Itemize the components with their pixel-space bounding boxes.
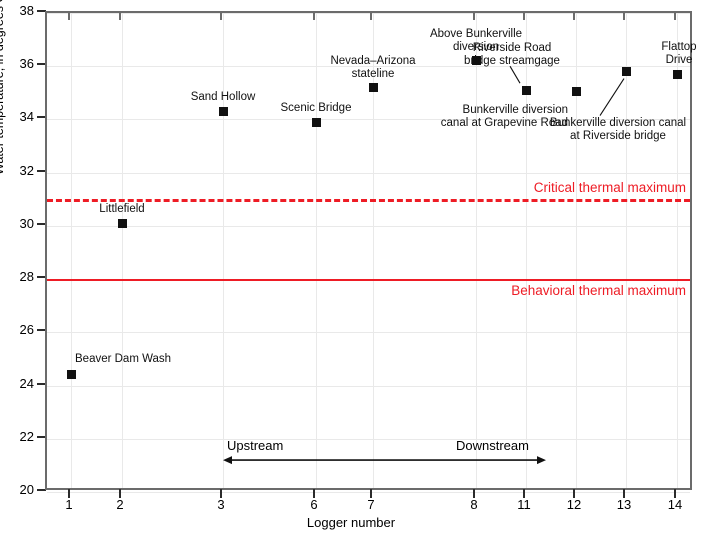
y-tick-label: 28	[19, 269, 34, 285]
x-tick-label: 11	[517, 497, 531, 512]
y-tick-mark	[37, 222, 46, 225]
reference-line-dashed	[47, 199, 690, 203]
y-tick-label: 20	[19, 482, 34, 497]
gridline-vertical	[71, 13, 72, 488]
x-tick-mark	[313, 489, 315, 498]
y-tick-mark	[37, 382, 46, 385]
x-tick-mark-top	[674, 11, 676, 20]
gridline-vertical	[626, 13, 627, 488]
reference-line-label: Critical thermal maximum	[533, 180, 686, 196]
y-tick-label: 34	[19, 109, 34, 125]
y-tick-mark	[37, 276, 46, 279]
data-point-marker	[368, 83, 378, 92]
data-point-label: Bunkerville diversion canal at Grapevine…	[440, 103, 568, 129]
data-point-label: Bunkerville diversion canal at Riverside…	[549, 116, 687, 142]
x-tick-mark	[523, 489, 525, 498]
x-tick-label: 2	[116, 497, 124, 512]
data-point-marker	[66, 370, 76, 380]
data-point-label: Sand Hollow	[190, 91, 256, 104]
data-point-label: Riverside Road bridge streamgage	[464, 42, 560, 68]
data-point-label: Above Bunkerville diversion	[429, 27, 523, 53]
reference-line-label: Behavioral thermal maximum	[511, 283, 686, 299]
y-tick-mark	[37, 63, 46, 66]
x-tick-label: 1	[65, 497, 73, 512]
gridline-vertical	[476, 13, 477, 488]
gridline-vertical	[576, 13, 577, 488]
x-tick-label: 6	[310, 497, 318, 512]
gridline-horizontal	[47, 119, 690, 121]
data-point-marker	[311, 117, 321, 127]
data-point-marker	[117, 218, 127, 228]
y-tick-mark	[37, 169, 46, 172]
gridline-horizontal	[47, 225, 690, 227]
y-tick-mark	[37, 489, 46, 491]
gridline-horizontal	[47, 492, 690, 493]
x-tick-mark	[573, 489, 575, 498]
x-tick-label: 14	[667, 497, 683, 512]
y-tick-mark	[37, 116, 46, 119]
plot-area: Critical thermal maximum Behavioral therm…	[45, 11, 697, 493]
x-tick-mark-top	[623, 11, 625, 20]
x-tick-label: 7	[367, 497, 375, 512]
x-tick-mark	[473, 489, 475, 498]
gridline-horizontal	[47, 172, 690, 174]
y-tick-label: 22	[19, 428, 34, 444]
data-point-marker	[521, 85, 531, 95]
gridline-horizontal	[47, 332, 690, 334]
data-point-label: Flattop Drive	[661, 41, 697, 67]
y-tick-mark	[37, 329, 46, 332]
y-tick-label: 36	[19, 56, 34, 72]
x-tick-label: 3	[217, 497, 225, 512]
x-axis-label: Logger number	[306, 515, 396, 530]
data-point-marker	[218, 106, 228, 116]
x-tick-mark	[220, 489, 222, 498]
data-point-label: Beaver Dam Wash	[75, 352, 172, 365]
gridline-vertical	[223, 13, 224, 488]
gridline-horizontal	[47, 13, 690, 14]
data-point-marker	[621, 67, 631, 77]
y-tick-label: 38	[19, 3, 34, 18]
x-tick-mark-top	[523, 11, 525, 20]
gridline-horizontal	[47, 66, 690, 68]
x-tick-mark-top	[119, 11, 121, 20]
x-tick-mark	[623, 489, 625, 498]
gridline-horizontal	[47, 385, 690, 387]
x-tick-label: 12	[566, 497, 582, 512]
x-tick-label: 13	[616, 497, 632, 512]
x-tick-mark	[68, 489, 70, 498]
gridline-vertical	[122, 13, 123, 488]
y-tick-mark	[37, 435, 46, 438]
data-point-label: Nevada–Arizona stateline	[330, 54, 416, 80]
x-tick-mark	[119, 489, 121, 498]
x-tick-mark-top	[370, 11, 372, 20]
data-point-marker	[471, 56, 481, 66]
data-point-label: Scenic Bridge	[280, 102, 352, 115]
x-tick-mark-top	[220, 11, 222, 20]
y-tick-label: 24	[19, 375, 34, 391]
y-tick-label: 30	[19, 215, 34, 231]
y-axis-label: Water temperature, in degrees Celsius	[0, 0, 6, 175]
gridline-vertical	[526, 13, 527, 488]
data-point-label: Littlefield	[99, 203, 145, 216]
gridline-vertical	[316, 13, 317, 488]
data-point-marker	[571, 87, 581, 96]
reference-line-solid	[47, 279, 690, 282]
y-tick-label: 32	[19, 162, 34, 178]
gridline-horizontal	[47, 438, 690, 440]
x-tick-mark-top	[473, 11, 475, 20]
y-tick-mark	[37, 10, 46, 12]
downstream-label: Downstream	[456, 438, 529, 454]
data-point-marker	[672, 69, 682, 79]
x-tick-mark	[370, 489, 372, 498]
x-tick-label: 8	[470, 497, 478, 512]
gridline-vertical	[677, 13, 678, 488]
upstream-label: Upstream	[227, 438, 284, 454]
x-tick-mark-top	[313, 11, 315, 20]
x-tick-mark-top	[68, 11, 70, 20]
x-tick-mark	[674, 489, 676, 498]
x-tick-mark-top	[573, 11, 575, 20]
y-tick-label: 26	[19, 322, 34, 338]
gridline-vertical	[373, 13, 374, 488]
